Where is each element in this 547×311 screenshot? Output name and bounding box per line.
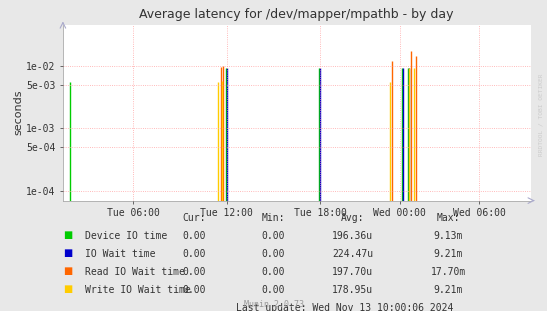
Text: 9.21m: 9.21m [434,249,463,259]
Text: 197.70u: 197.70u [332,267,374,277]
Title: Average latency for /dev/mapper/mpathb - by day: Average latency for /dev/mapper/mpathb -… [139,8,454,21]
Text: ■: ■ [63,284,72,294]
Text: 0.00: 0.00 [262,267,285,277]
Text: 0.00: 0.00 [183,285,206,295]
Text: 0.00: 0.00 [183,231,206,241]
Text: Device IO time: Device IO time [85,231,167,241]
Text: 224.47u: 224.47u [332,249,374,259]
Text: Last update: Wed Nov 13 10:00:06 2024: Last update: Wed Nov 13 10:00:06 2024 [236,303,453,311]
Text: 17.70m: 17.70m [431,267,466,277]
Text: IO Wait time: IO Wait time [85,249,155,259]
Text: 9.13m: 9.13m [434,231,463,241]
Text: Cur:: Cur: [183,213,206,223]
Text: 0.00: 0.00 [183,267,206,277]
Text: 0.00: 0.00 [262,249,285,259]
Text: ■: ■ [63,248,72,258]
Text: Avg:: Avg: [341,213,364,223]
Text: 0.00: 0.00 [262,285,285,295]
Y-axis label: seconds: seconds [13,90,23,136]
Text: Min:: Min: [262,213,285,223]
Text: RRDTOOL / TOBI OETIKER: RRDTOOL / TOBI OETIKER [538,74,543,156]
Text: Munin 2.0.73: Munin 2.0.73 [243,300,304,309]
Text: 9.21m: 9.21m [434,285,463,295]
Text: 178.95u: 178.95u [332,285,374,295]
Text: 0.00: 0.00 [183,249,206,259]
Text: Write IO Wait time: Write IO Wait time [85,285,190,295]
Text: Read IO Wait time: Read IO Wait time [85,267,185,277]
Text: 0.00: 0.00 [262,231,285,241]
Text: Max:: Max: [437,213,460,223]
Text: 196.36u: 196.36u [332,231,374,241]
Text: ■: ■ [63,230,72,239]
Text: ■: ■ [63,266,72,276]
